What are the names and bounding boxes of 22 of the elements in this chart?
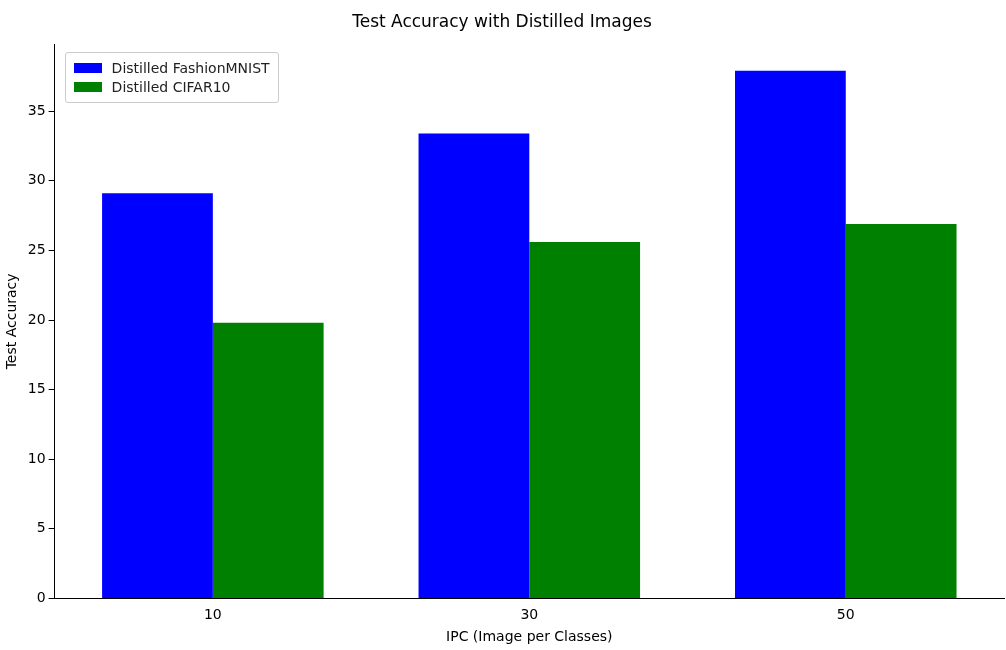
bar [212, 322, 324, 598]
y-axis-title: Test Accuracy [3, 273, 20, 371]
x-tick-label: 30 [520, 606, 539, 623]
legend-label: Distilled FashionMNIST [111, 60, 270, 77]
bar [845, 223, 957, 598]
y-tick-label: 25 [27, 241, 46, 258]
y-tick-label: 0 [36, 589, 46, 606]
x-axis-title: IPC (Image per Classes) [446, 628, 613, 645]
y-tick-label: 15 [27, 380, 46, 397]
y-tick-label: 5 [36, 519, 46, 536]
legend-label: Distilled CIFAR10 [111, 79, 231, 96]
y-tick-label: 30 [27, 171, 46, 188]
bar [102, 193, 213, 598]
chart-title: Test Accuracy with Distilled Images [351, 10, 652, 31]
bar [418, 133, 530, 598]
bar [529, 242, 641, 598]
y-tick-label: 20 [27, 310, 46, 327]
x-tick-label: 10 [203, 606, 222, 623]
x-tick-label: 50 [836, 606, 855, 623]
y-tick-label: 10 [27, 449, 46, 466]
y-tick-label: 35 [27, 101, 46, 118]
bar [735, 70, 846, 598]
